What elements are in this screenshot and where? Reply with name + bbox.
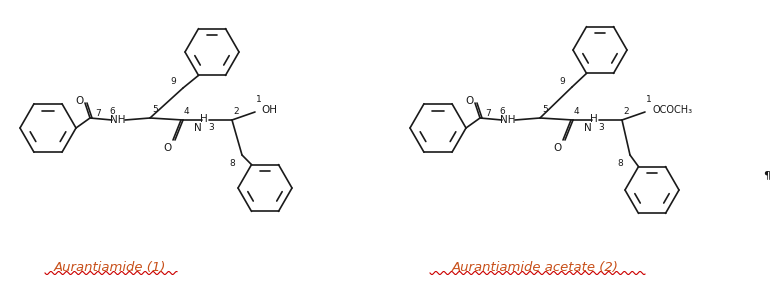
Text: O: O [75, 96, 83, 106]
Text: H: H [200, 114, 208, 124]
Text: N: N [194, 123, 202, 133]
Text: NH: NH [500, 115, 516, 125]
Text: 4: 4 [573, 107, 579, 116]
Text: 3: 3 [208, 123, 214, 132]
Text: 8: 8 [617, 158, 623, 168]
Text: O: O [465, 96, 473, 106]
Text: 5: 5 [542, 105, 548, 114]
Text: 3: 3 [598, 123, 604, 132]
Text: 8: 8 [229, 158, 235, 168]
Text: 5: 5 [152, 105, 158, 114]
Text: 9: 9 [559, 77, 565, 86]
Text: 7: 7 [485, 108, 491, 118]
Text: O: O [554, 143, 562, 153]
Text: 2: 2 [233, 107, 239, 116]
Text: OH: OH [261, 105, 277, 115]
Text: O: O [164, 143, 172, 153]
Text: ¶: ¶ [763, 170, 770, 180]
Text: H: H [590, 114, 598, 124]
Text: Aurantiamide (1): Aurantiamide (1) [54, 262, 166, 275]
Text: 6: 6 [109, 107, 115, 116]
Text: N: N [584, 123, 592, 133]
Text: OCOCH₃: OCOCH₃ [653, 105, 693, 115]
Text: 4: 4 [183, 107, 189, 116]
Text: 2: 2 [623, 107, 629, 116]
Text: 1: 1 [256, 95, 262, 105]
Text: 6: 6 [499, 107, 505, 116]
Text: NH: NH [110, 115, 126, 125]
Text: 9: 9 [170, 77, 176, 86]
Text: 1: 1 [646, 95, 652, 105]
Text: Aurantiamide acetate (2): Aurantiamide acetate (2) [451, 262, 618, 275]
Text: 7: 7 [95, 108, 101, 118]
